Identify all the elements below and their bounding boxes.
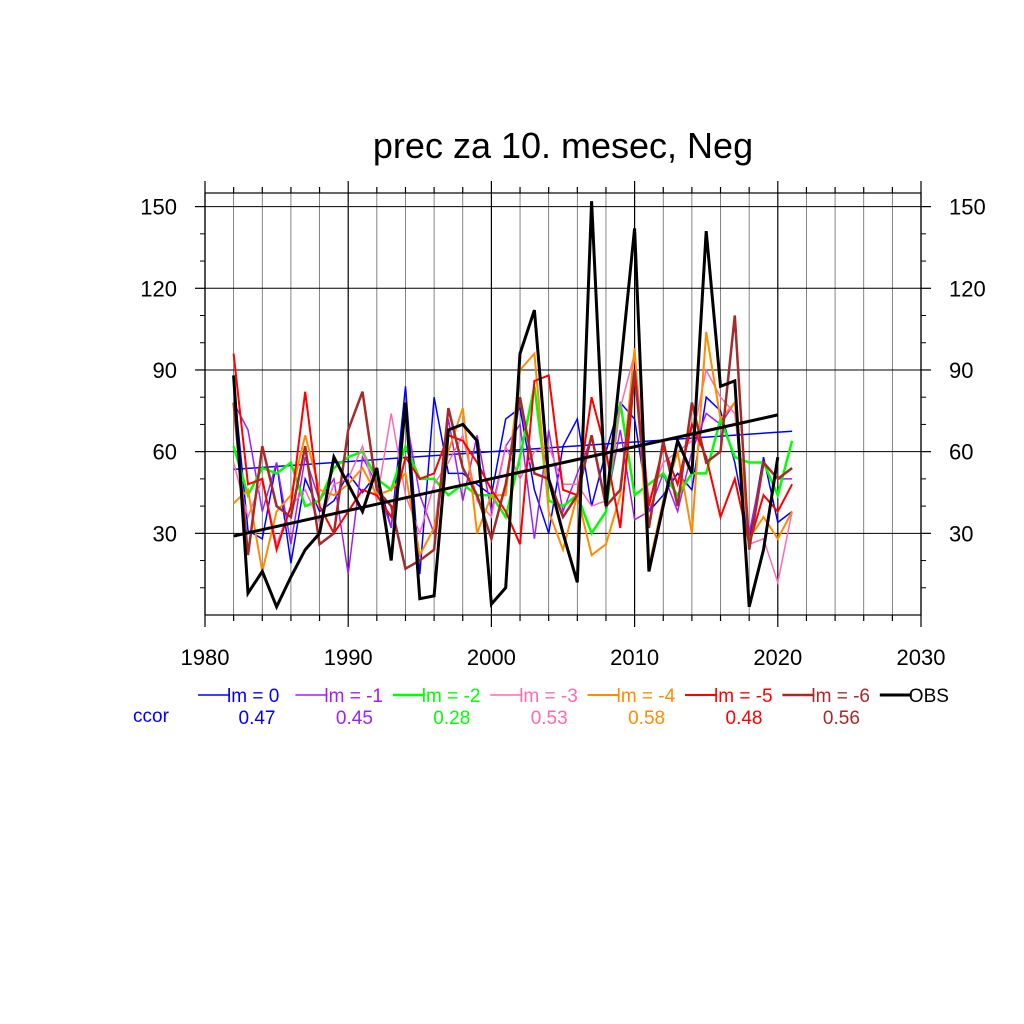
y-tick-label-right: 90: [949, 358, 973, 383]
legend-ccor-value: 0.28: [433, 708, 470, 729]
x-tick-label: 1980: [181, 645, 230, 670]
legend-label: lm = -3: [519, 686, 578, 707]
series-line-obs: [232, 201, 780, 611]
legend-ccor-value: 0.58: [628, 708, 665, 729]
y-tick-label: 30: [153, 521, 177, 546]
x-tick-label: 2030: [897, 645, 946, 670]
trend-line-obs: [233, 413, 779, 538]
legend-label: lm = -2: [422, 686, 481, 707]
legend-label: lm = 0: [227, 686, 279, 707]
y-tick-label: 60: [153, 440, 177, 465]
legend-label: lm = -1: [324, 686, 383, 707]
ccor-label: ccor: [133, 706, 170, 727]
y-tick-label-right: 60: [949, 440, 973, 465]
y-tick-label-right: 150: [949, 195, 986, 220]
x-tick-label: 2010: [610, 645, 659, 670]
plot-frame: [204, 192, 922, 616]
y-tick-label: 120: [140, 276, 177, 301]
legend-ccor-value: 0.45: [336, 708, 373, 729]
legend-ccor-value: 0.56: [823, 708, 860, 729]
series-lines: [232, 201, 794, 611]
legend-ccor-value: 0.53: [531, 708, 568, 729]
axes: 30 30 60 60 90 90 120 120 150 150 1980 1990 2000 2010…: [140, 181, 986, 670]
legend-label: lm = -5: [714, 686, 773, 707]
legend-ccor-value: 0.47: [239, 708, 276, 729]
chart-title: prec za 10. mesec, Neg: [373, 125, 753, 166]
y-tick-label: 90: [153, 358, 177, 383]
y-tick-label-right: 30: [949, 521, 973, 546]
y-tick-label: 150: [140, 195, 177, 220]
x-tick-label: 1990: [324, 645, 373, 670]
x-tick-label: 2000: [467, 645, 516, 670]
legend-ccor-value: 0.48: [726, 708, 763, 729]
legend-label: lm = -6: [811, 686, 870, 707]
series-line-lm-5: [232, 353, 793, 554]
y-tick-label-right: 120: [949, 276, 986, 301]
legend-label: OBS: [909, 686, 949, 707]
legend-label: lm = -4: [617, 686, 676, 707]
x-tick-label: 2020: [753, 645, 802, 670]
